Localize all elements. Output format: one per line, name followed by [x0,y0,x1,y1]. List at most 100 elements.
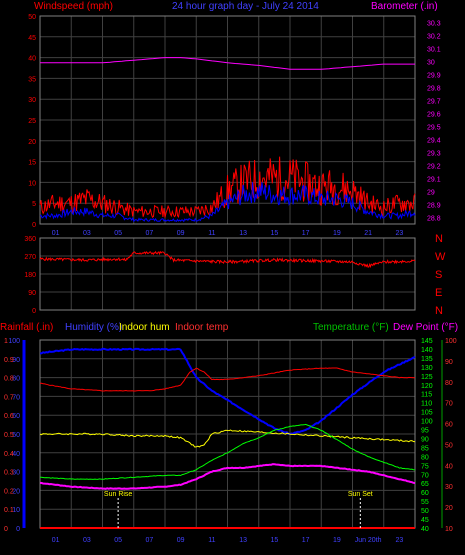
temperature-tick-label: 60 [421,490,429,497]
indoor-temp-label: Indoor temp [175,322,229,333]
compass-label: W [435,251,446,263]
barometer-series [40,57,415,70]
compass-label: N [435,305,443,317]
humidity-tick-label: 80 [12,376,20,383]
temperature-series [39,423,416,480]
compass-label: S [435,269,442,281]
x-tick-label: 19 [333,537,341,544]
wind-tick-label: 40 [28,56,36,63]
temperature-tick-label: 100 [421,419,433,426]
humidity-tick-label: 30 [12,470,20,477]
barometer-tick-label: 29 [427,190,435,197]
temperature-tick-label: 120 [421,383,433,390]
rainfall-tick-label: 0.6 [4,413,14,420]
wind-tick-label: 15 [28,160,36,167]
dew-point-tick-label: 100 [445,338,457,345]
direction-tick-label: 90 [28,290,36,297]
temperature-tick-label: 140 [421,347,433,354]
x-tick-label: 15 [270,230,278,237]
dew-point-tick-label: 40 [445,463,453,470]
rainfall-tick-label: 0.1 [4,507,14,514]
temperature-tick-label: 55 [421,499,429,506]
dew-point-axis-label: Dew Point (°F) [393,322,458,333]
x-tick-label: 09 [177,230,185,237]
wind-panel-frame [39,15,416,225]
barometer-axis-label: Barometer (.in) [371,1,438,12]
wind-tick-label: 50 [28,14,36,21]
barometer-tick-label: 30.3 [427,21,441,28]
indoor-temp-series [40,367,415,392]
x-tick-label: 17 [302,230,310,237]
temperature-tick-label: 90 [421,436,429,443]
temperature-tick-label: 135 [421,356,433,363]
direction-tick-label: 270 [24,254,36,261]
humidity-tick-label: 70 [12,394,20,401]
wind-gust-series [39,156,416,219]
wind-tick-label: 5 [32,201,36,208]
wind-tick-label: 0 [32,222,36,229]
humidity-axis-label: Humidity (%) [65,322,122,333]
x-tick-label: 07 [145,230,153,237]
temperature-tick-label: 80 [421,454,429,461]
dew-point-tick-label: 60 [445,422,453,429]
windspeed-axis-label: Windspeed (mph) [34,1,113,12]
dew-point-series [39,463,416,490]
humidity-series [39,347,416,435]
x-tick-label: 23 [395,537,403,544]
wind-tick-label: 20 [28,139,36,146]
temperature-tick-label: 125 [421,374,433,381]
barometer-tick-label: 29.1 [427,177,441,184]
temperature-tick-label: 75 [421,463,429,470]
rainfall-tick-label: 0.9 [4,357,14,364]
sunset-label: Sun Set [348,491,373,498]
humidity-tick-label: 100 [8,338,20,345]
barometer-tick-label: 29.8 [427,86,441,93]
rainfall-axis-label: Rainfall (.in) [0,322,53,333]
rainfall-tick-label: 0.4 [4,451,14,458]
temperature-tick-label: 65 [421,481,429,488]
x-tick-label: 19 [333,230,341,237]
direction-series [39,250,416,269]
rainfall-tick-label: 0.8 [4,376,14,383]
humidity-tick-label: 50 [12,432,20,439]
rainfall-tick-label: 0.3 [4,470,14,477]
dew-point-tick-label: 70 [445,401,453,408]
rainfall-tick-label: 0.7 [4,394,14,401]
x-tick-label: 09 [177,537,185,544]
graph-title: 24 hour graph day - July 24 2014 [172,1,319,12]
direction-tick-label: 0 [32,308,36,315]
wind-avg-series [39,182,416,223]
temperature-tick-label: 145 [421,338,433,345]
x-tick-label: 01 [52,230,60,237]
barometer-tick-label: 30 [427,60,435,67]
temperature-tick-label: 50 [421,508,429,515]
dew-point-tick-label: 20 [445,505,453,512]
barometer-tick-label: 28.9 [427,203,441,210]
dew-point-tick-label: 50 [445,442,453,449]
barometer-tick-label: 30.2 [427,34,441,41]
humidity-tick-label: 90 [12,357,20,364]
dew-point-tick-label: 10 [445,526,453,533]
x-tick-label: 23 [395,230,403,237]
humidity-tick-label: 10 [12,507,20,514]
dew-point-tick-label: 30 [445,484,453,491]
barometer-tick-label: 30.1 [427,47,441,54]
wind-tick-label: 30 [28,97,36,104]
temperature-tick-label: 115 [421,392,432,399]
x-tick-label: 11 [208,537,215,544]
humidity-tick-label: 20 [12,488,20,495]
temperature-tick-label: 105 [421,410,433,417]
temperature-axis-label: Temperature (°F) [313,322,389,333]
temperature-tick-label: 70 [421,472,429,479]
rainfall-tick-label: 0.2 [4,488,14,495]
x-tick-label: 07 [145,537,153,544]
wind-tick-label: 45 [28,35,36,42]
indoor-hum-label: Indoor hum [119,322,170,333]
x-tick-label: 13 [239,230,247,237]
x-tick-label: 17 [302,537,310,544]
x-tick-label: 11 [208,230,215,237]
x-tick-label: 21 [364,230,372,237]
barometer-tick-label: 29.6 [427,112,441,119]
